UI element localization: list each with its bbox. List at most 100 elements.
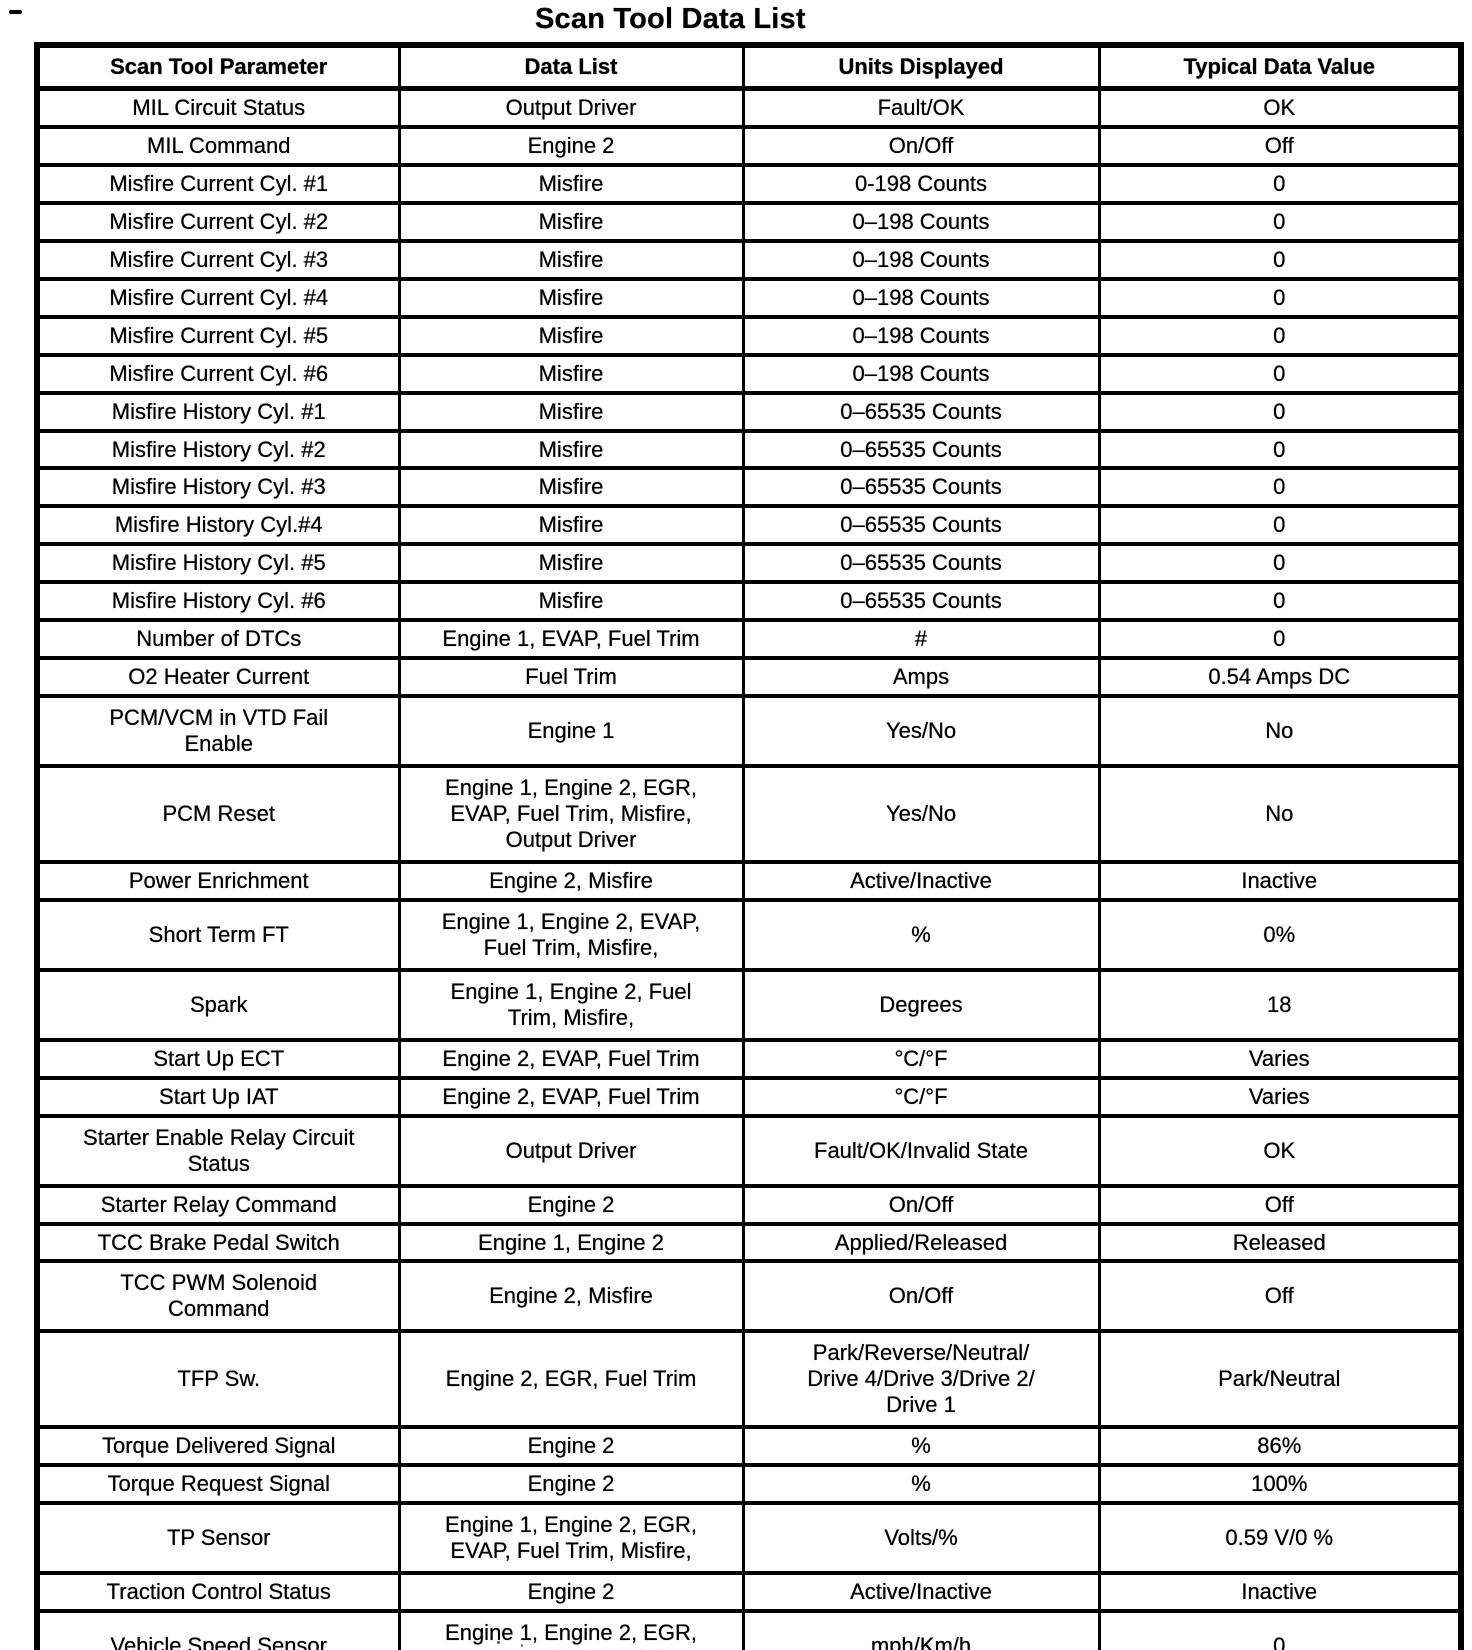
- cell-units: %: [741, 897, 1101, 972]
- cell-units: Park/Reverse/Neutral/ Drive 4/Drive 3/Dr…: [741, 1329, 1101, 1430]
- cell-units: %: [741, 1463, 1101, 1506]
- cell-value: 0: [1097, 542, 1463, 585]
- cell-units: Active/Inactive: [741, 1571, 1101, 1613]
- cell-value: Park/Neutral: [1097, 1329, 1463, 1430]
- cell-parameter: Short Term FT: [35, 897, 401, 972]
- cell-parameter: Number of DTCs: [35, 618, 401, 661]
- scan-artifact: [497, 1641, 500, 1644]
- cell-value: 0: [1097, 314, 1463, 357]
- cell-parameter: O2 Heater Current: [35, 656, 401, 699]
- cell-units: 0–198 Counts: [741, 238, 1101, 281]
- cell-value: 0: [1097, 390, 1463, 433]
- cell-units: °C/°F: [741, 1075, 1101, 1118]
- cell-data_list: Engine 2: [397, 1183, 745, 1226]
- cell-parameter: TCC PWM Solenoid Command: [35, 1259, 401, 1334]
- cell-value: Inactive: [1097, 1571, 1463, 1613]
- cell-parameter: Misfire Current Cyl. #5: [35, 314, 401, 357]
- cell-units: 0–198 Counts: [741, 352, 1101, 395]
- cell-units: 0-198 Counts: [741, 162, 1101, 205]
- cell-data_list: Misfire: [397, 238, 745, 281]
- table-row: Misfire Current Cyl. #6 Misfire 0–198 Coun…: [35, 352, 1463, 395]
- cell-parameter: Spark: [35, 967, 401, 1042]
- cell-data_list: Output Driver: [397, 1113, 745, 1188]
- cell-value: 0.54 Amps DC: [1097, 656, 1463, 699]
- cell-data_list: Misfire: [397, 200, 745, 243]
- cell-data_list: Output Driver: [397, 86, 745, 129]
- cell-parameter: PCM Reset: [35, 764, 401, 864]
- table-row: TCC Brake Pedal Switch Engine 1, Engine 2…: [35, 1221, 1463, 1264]
- cell-value: Released: [1097, 1221, 1463, 1264]
- cell-data_list: Engine 1, Engine 2, EGR, EVAP, Fuel Trim…: [397, 1501, 745, 1576]
- cell-data_list: Engine 1, EVAP, Fuel Trim: [397, 618, 745, 661]
- cell-data_list: Engine 2: [397, 1463, 745, 1506]
- cell-units: 0–65535 Counts: [741, 466, 1101, 509]
- cell-data_list: Engine 1, Engine 2, EGR, EVAP, Fuel Trim…: [397, 764, 745, 864]
- cell-parameter: Torque Request Signal: [35, 1463, 401, 1506]
- cell-units: mph/Km/h: [741, 1608, 1101, 1650]
- table-row: Short Term FT Engine 1, Engine 2, EVAP, F…: [35, 897, 1463, 972]
- cell-parameter: Start Up ECT: [35, 1037, 401, 1080]
- table-row: Traction Control Status Engine 2 Active/In…: [35, 1571, 1463, 1613]
- cell-value: Off: [1097, 124, 1463, 167]
- cell-value: 86%: [1097, 1425, 1463, 1468]
- cell-units: Volts/%: [741, 1501, 1101, 1576]
- table-row: MIL Command Engine 2 On/Off Off: [35, 124, 1463, 167]
- cell-units: 0–198 Counts: [741, 314, 1101, 357]
- table-row: Misfire History Cyl. #2 Misfire 0–65535 Co…: [35, 428, 1463, 471]
- cell-units: Fault/OK/Invalid State: [741, 1113, 1101, 1188]
- table-row: PCM/VCM in VTD Fail Enable Engine 1 Yes/No…: [35, 694, 1463, 769]
- cell-units: #: [741, 618, 1101, 661]
- cell-units: Active/Inactive: [741, 859, 1101, 902]
- cell-value: 0: [1097, 200, 1463, 243]
- cell-units: Degrees: [741, 967, 1101, 1042]
- cell-value: No: [1097, 764, 1463, 864]
- cell-value: 0: [1097, 580, 1463, 623]
- table-row: Start Up IAT Engine 2, EVAP, Fuel Trim °C/…: [35, 1075, 1463, 1118]
- cell-data_list: Engine 2: [397, 1571, 745, 1613]
- cell-units: °C/°F: [741, 1037, 1101, 1080]
- table-row: Number of DTCs Engine 1, EVAP, Fuel Trim #…: [35, 618, 1463, 661]
- cell-parameter: Start Up IAT: [35, 1075, 401, 1118]
- cell-parameter: Misfire Current Cyl. #1: [35, 162, 401, 205]
- cell-value: 0.59 V/0 %: [1097, 1501, 1463, 1576]
- cell-data_list: Engine 1, Engine 2: [397, 1221, 745, 1264]
- cell-units: Yes/No: [741, 764, 1101, 864]
- cell-units: 0–65535 Counts: [741, 428, 1101, 471]
- scan-artifact: [521, 1644, 523, 1647]
- cell-value: 0: [1097, 352, 1463, 395]
- cell-value: 100%: [1097, 1463, 1463, 1506]
- cell-value: Off: [1097, 1183, 1463, 1226]
- cell-value: 0: [1097, 276, 1463, 319]
- table-header-row: Scan Tool Parameter Data List Units Displa…: [35, 42, 1463, 91]
- table-row: PCM Reset Engine 1, Engine 2, EGR, EVAP, …: [35, 764, 1463, 864]
- cell-data_list: Misfire: [397, 428, 745, 471]
- cell-units: 0–65535 Counts: [741, 390, 1101, 433]
- cell-value: OK: [1097, 1113, 1463, 1188]
- cell-units: 0–65535 Counts: [741, 580, 1101, 623]
- cell-units: 0–65535 Counts: [741, 542, 1101, 585]
- table-row: Misfire History Cyl. #5 Misfire 0–65535 Co…: [35, 542, 1463, 585]
- cell-parameter: Power Enrichment: [35, 859, 401, 902]
- column-header-parameter: Scan Tool Parameter: [35, 42, 401, 91]
- cell-parameter: Starter Enable Relay Circuit Status: [35, 1113, 401, 1188]
- cell-parameter: Misfire Current Cyl. #4: [35, 276, 401, 319]
- cell-value: 0%: [1097, 897, 1463, 972]
- cell-parameter: Vehicle Speed Sensor: [35, 1608, 401, 1650]
- table-row: Torque Request Signal Engine 2% 100%: [35, 1463, 1463, 1506]
- cell-parameter: Misfire History Cyl. #3: [35, 466, 401, 509]
- cell-parameter: Misfire History Cyl. #5: [35, 542, 401, 585]
- column-header-data_list: Data List: [397, 42, 745, 91]
- table-row: Misfire History Cyl. #6 Misfire 0–65535 Co…: [35, 580, 1463, 623]
- cell-value: 0: [1097, 504, 1463, 547]
- cell-data_list: Fuel Trim: [397, 656, 745, 699]
- cell-value: 0: [1097, 428, 1463, 471]
- column-header-value: Typical Data Value: [1097, 42, 1463, 91]
- cell-units: On/Off: [741, 124, 1101, 167]
- cell-parameter: Misfire Current Cyl. #3: [35, 238, 401, 281]
- table-row: MIL Circuit Status Output Driver Fault/OK O…: [35, 86, 1463, 129]
- cell-parameter: Traction Control Status: [35, 1571, 401, 1613]
- cell-units: Yes/No: [741, 694, 1101, 769]
- cell-data_list: Misfire: [397, 162, 745, 205]
- cell-data_list: Engine 2: [397, 124, 745, 167]
